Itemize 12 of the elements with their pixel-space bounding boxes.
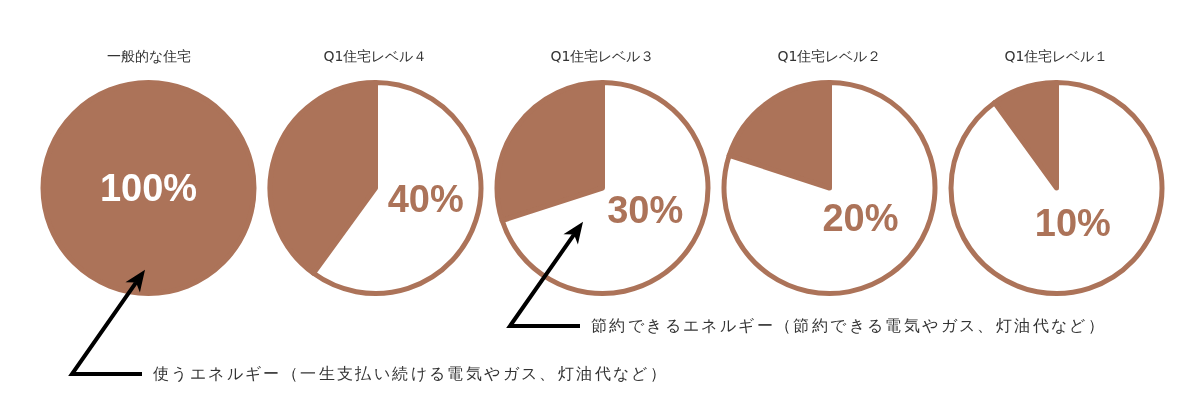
chart-title: Q1住宅レベル２	[777, 48, 881, 64]
text: 10%	[1034, 202, 1111, 245]
chart-title: 一般的な住宅	[106, 48, 190, 64]
text: 節約できるエネルギー（節約できる電気やガス、灯油代など）	[591, 315, 1107, 337]
chart-title: Q1住宅レベル４	[323, 48, 427, 64]
chart-title: Q1住宅レベル３	[550, 48, 654, 64]
text: 20%	[821, 196, 899, 239]
data-label: 100%	[99, 167, 197, 209]
text: 使うエネルギー（一生支払い続ける電気やガス、灯油代など）	[153, 363, 669, 385]
text: 40%	[387, 178, 464, 221]
text: 30%	[606, 188, 683, 231]
chart-title: Q1住宅レベル１	[1004, 48, 1108, 64]
